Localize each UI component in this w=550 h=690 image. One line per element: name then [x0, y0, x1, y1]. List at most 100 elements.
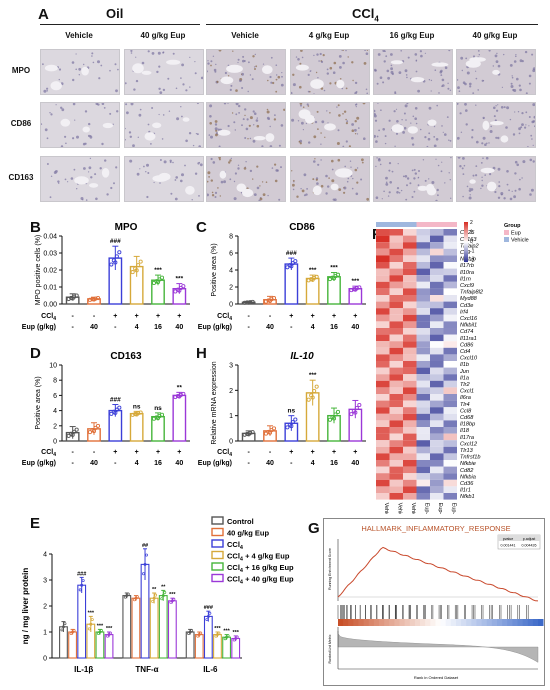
cell-nucleus [42, 63, 44, 66]
cell-nucleus [322, 54, 325, 57]
heatmap-cell [376, 328, 390, 335]
cell-nucleus [477, 89, 479, 91]
cell-nucleus [128, 131, 132, 134]
cell-nucleus [414, 117, 417, 120]
heatmap-cell [389, 380, 403, 388]
panel-letter-d: D [30, 345, 41, 362]
cell-nucleus [385, 55, 388, 58]
cell-nucleus [307, 90, 310, 93]
cell-nucleus [361, 158, 364, 162]
cell-nucleus [237, 58, 240, 61]
cell-nucleus [394, 145, 396, 147]
rank-color-band [373, 619, 380, 626]
tissue-texture [457, 50, 535, 94]
cell-nucleus [192, 144, 195, 147]
eup-value: - [114, 324, 117, 331]
y-tick-label: 0 [229, 302, 233, 309]
rank-color-band [496, 619, 503, 626]
cell-nucleus [348, 145, 351, 147]
cell-nucleus [91, 55, 93, 57]
cell-nucleus [156, 70, 159, 74]
data-point [81, 579, 85, 582]
gene-label: Tlr13 [460, 448, 474, 454]
cell-nucleus [506, 183, 509, 186]
cell-nucleus [374, 68, 377, 72]
vessel-lumen [330, 183, 339, 191]
heatmap-cell [416, 473, 430, 480]
data-point [109, 631, 112, 635]
cell-nucleus [278, 144, 281, 147]
cell-nucleus [532, 160, 535, 163]
cell-nucleus [403, 126, 407, 130]
cell-nucleus [252, 110, 255, 113]
cell-nucleus [248, 124, 251, 127]
histology-image [124, 156, 204, 202]
cell-nucleus [249, 169, 253, 173]
cell-nucleus [331, 179, 335, 183]
cell-nucleus [465, 57, 468, 60]
heatmap-cell [403, 380, 417, 388]
heatmap-cell [376, 314, 390, 322]
heatmap-cell [376, 433, 390, 441]
vessel-lumen [431, 62, 449, 67]
cell-nucleus [471, 128, 474, 132]
cell-nucleus [113, 182, 115, 185]
cell-nucleus [355, 106, 357, 108]
vessel-lumen [390, 60, 403, 65]
cell-nucleus [326, 68, 329, 71]
cell-nucleus [301, 189, 305, 193]
cell-nucleus [410, 122, 412, 124]
cell-nucleus [494, 190, 497, 194]
tissue-texture [291, 158, 369, 201]
cell-nucleus [133, 88, 136, 91]
cell-nucleus [267, 194, 269, 197]
rank-color-band [348, 619, 354, 626]
cell-nucleus [172, 161, 174, 164]
cell-nucleus [280, 124, 284, 127]
cell-nucleus [418, 170, 420, 172]
heatmap-cell [430, 374, 444, 381]
heatmap-cell [443, 347, 457, 355]
data-point [70, 432, 75, 437]
data-point [109, 411, 114, 416]
data-point [235, 635, 239, 639]
heatmap-cell [443, 367, 457, 375]
data-point [90, 618, 94, 621]
histology-image [456, 102, 536, 148]
cell-nucleus [337, 158, 341, 162]
gene-label: Il17rb [460, 263, 474, 269]
heatmap-cell [430, 427, 444, 434]
cell-nucleus [514, 189, 517, 192]
cell-nucleus [291, 118, 295, 122]
cell-nucleus [376, 82, 379, 85]
heatmap-cell [430, 367, 444, 375]
cell-nucleus [331, 159, 334, 163]
cell-nucleus [532, 120, 535, 123]
significance-label: *** [232, 630, 239, 636]
cell-nucleus [391, 170, 394, 173]
eup-value: - [247, 460, 250, 467]
cell-nucleus [434, 69, 437, 71]
cell-nucleus [91, 52, 94, 55]
data-point [232, 638, 236, 642]
data-point [289, 424, 294, 429]
heatmap-cell [376, 446, 390, 454]
data-point [123, 595, 127, 599]
gene-label: Cd36 [460, 481, 474, 487]
column-header: 40 g/kg Eup [472, 31, 518, 40]
eup-row-label: Eup (g/kg) [198, 460, 232, 467]
heatmap-cell [403, 466, 417, 474]
cell-nucleus [379, 76, 383, 79]
ccl4-value: + [332, 449, 336, 456]
rank-color-band [394, 619, 400, 626]
heatmap-cell [376, 235, 390, 243]
heatmap-cell [430, 308, 444, 315]
group-legend-swatch [504, 237, 509, 242]
cell-nucleus [500, 106, 504, 109]
cell-nucleus [265, 181, 268, 183]
category-label: TNF-α [135, 665, 158, 674]
column-header: 40 g/kg Eup [140, 31, 186, 40]
cell-nucleus [415, 60, 417, 62]
tissue-texture [291, 50, 369, 94]
data-point [93, 425, 98, 431]
